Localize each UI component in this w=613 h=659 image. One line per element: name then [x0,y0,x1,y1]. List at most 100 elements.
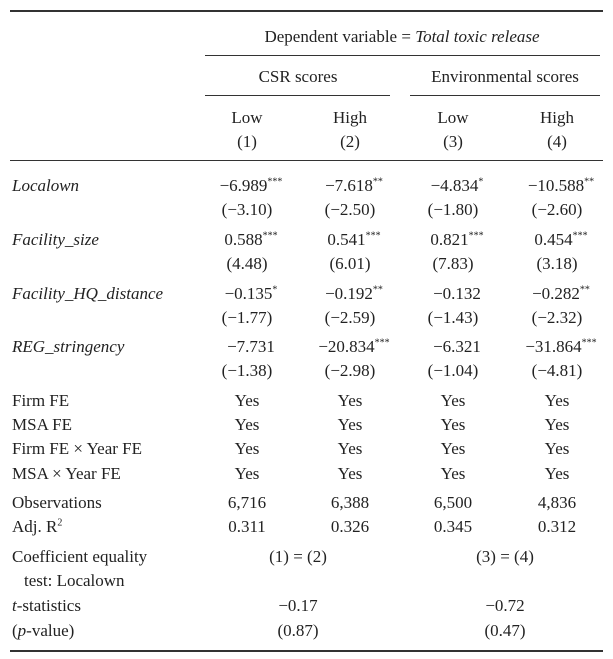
coefficient: −7.731 [227,337,275,357]
coef-value: −10.588 [527,176,585,195]
significance-stars: *** [267,176,283,188]
variable-name: Localown [12,176,79,196]
t-stat: (−1.43) [427,308,479,327]
label-text: -value) [26,621,75,640]
row-label: MSA × Year FE [12,464,121,483]
row-label: MSA FE [12,415,72,434]
row-label: Adj. R2 [12,517,62,537]
p-value: (0.87) [277,621,319,640]
significance-stars: *** [365,230,381,242]
column-number: (1) [237,132,257,151]
significance-stars: *** [581,337,597,349]
coef-value: 0.454 [534,230,573,249]
cell: Yes [337,391,363,410]
coefficient: −7.618** [325,176,383,196]
cell: 4,836 [537,493,577,512]
coefficient: −0.132 [433,284,481,304]
cell: 6,500 [433,493,473,512]
group-label: CSR scores [258,67,338,86]
cell: Yes [544,415,570,434]
variable-name: Facility_HQ_distance [12,284,163,304]
coefficient: −6.989*** [220,176,283,196]
cell: Yes [234,439,260,458]
coefficient: 0.541*** [327,230,380,250]
label-text: -statistics [16,596,81,615]
significance-stars: ** [372,176,383,188]
significance-stars: *** [468,230,484,242]
significance-stars: ** [584,176,595,188]
t-stat: (−4.81) [531,361,583,380]
t-stat: (6.01) [329,254,371,273]
coefficient: −6.321 [433,337,481,357]
row-label: Firm FE [12,391,70,410]
significance-stars: * [478,176,484,188]
cell: Yes [234,415,260,434]
coefficient: −0.282** [532,284,590,304]
coefficient: 0.588*** [224,230,277,250]
cell: Yes [337,415,363,434]
cell: Yes [440,391,466,410]
row-label: t-statistics [12,596,81,616]
cell: Yes [234,464,260,483]
variable-name: Facility_size [12,230,99,250]
cell: 6,388 [330,493,370,512]
coef-value: −6.321 [433,337,481,356]
dependent-name: Total toxic release [415,27,540,46]
coef-value: −0.282 [532,284,580,303]
cell: Yes [440,464,466,483]
label-text: ( [12,621,18,640]
column-number: (4) [547,132,567,151]
group-label: Environmental scores [431,67,579,86]
significance-stars: *** [374,337,390,349]
cell: 0.312 [537,517,577,536]
cell: Yes [544,439,570,458]
cell: 0.311 [228,517,266,536]
top-rule [10,10,603,12]
column-number: (2) [340,132,360,151]
coef-value: 0.588 [224,230,263,249]
coef-value: −0.192 [325,284,373,303]
significance-stars: *** [572,230,588,242]
variable-name-text: Localown [12,176,80,195]
cell: Yes [544,391,570,410]
label-italic: t [12,596,17,615]
rule [10,160,603,161]
coef-value: −0.135 [224,284,273,303]
coefficient: −31.864*** [525,337,596,357]
row-label: (p-value) [12,621,74,641]
column-label: Low [231,108,263,127]
cell: 6,716 [227,493,267,512]
cell: Yes [234,391,260,410]
dependent-variable: Dependent variable = Total toxic release [264,27,539,47]
coefficient: 0.821*** [430,230,483,250]
cell: Yes [440,415,466,434]
label-italic: p [17,621,27,640]
row-label: test: Localown [24,571,125,590]
rule [205,95,390,96]
t-stat: (3.18) [536,254,578,273]
t-stat: (4.48) [226,254,268,273]
cell: Yes [544,464,570,483]
column-label: High [540,108,574,127]
variable-name: REG_stringency [12,337,124,357]
t-stat: (−2.32) [531,308,583,327]
cell: Yes [440,439,466,458]
coefficient: −0.192** [325,284,383,304]
cell: Yes [337,439,363,458]
coef-value: 0.821 [430,230,469,249]
variable-name-text: Facility_size [12,230,99,249]
t-value: −0.72 [485,596,525,615]
t-stat: (−1.04) [427,361,479,380]
coef-value: −6.989 [219,176,268,195]
t-stat: (−1.38) [221,361,273,380]
t-stat: (−2.50) [324,200,376,219]
label-text: Adj. R [12,517,58,536]
variable-name-text: Facility_HQ_distance [12,284,164,303]
column-number: (3) [443,132,463,151]
t-stat: (−2.60) [531,200,583,219]
t-stat: (−2.59) [324,308,376,327]
bottom-rule [10,650,603,652]
coefficient: −0.135* [225,284,278,304]
significance-stars: ** [579,284,590,296]
cell: Yes [337,464,363,483]
